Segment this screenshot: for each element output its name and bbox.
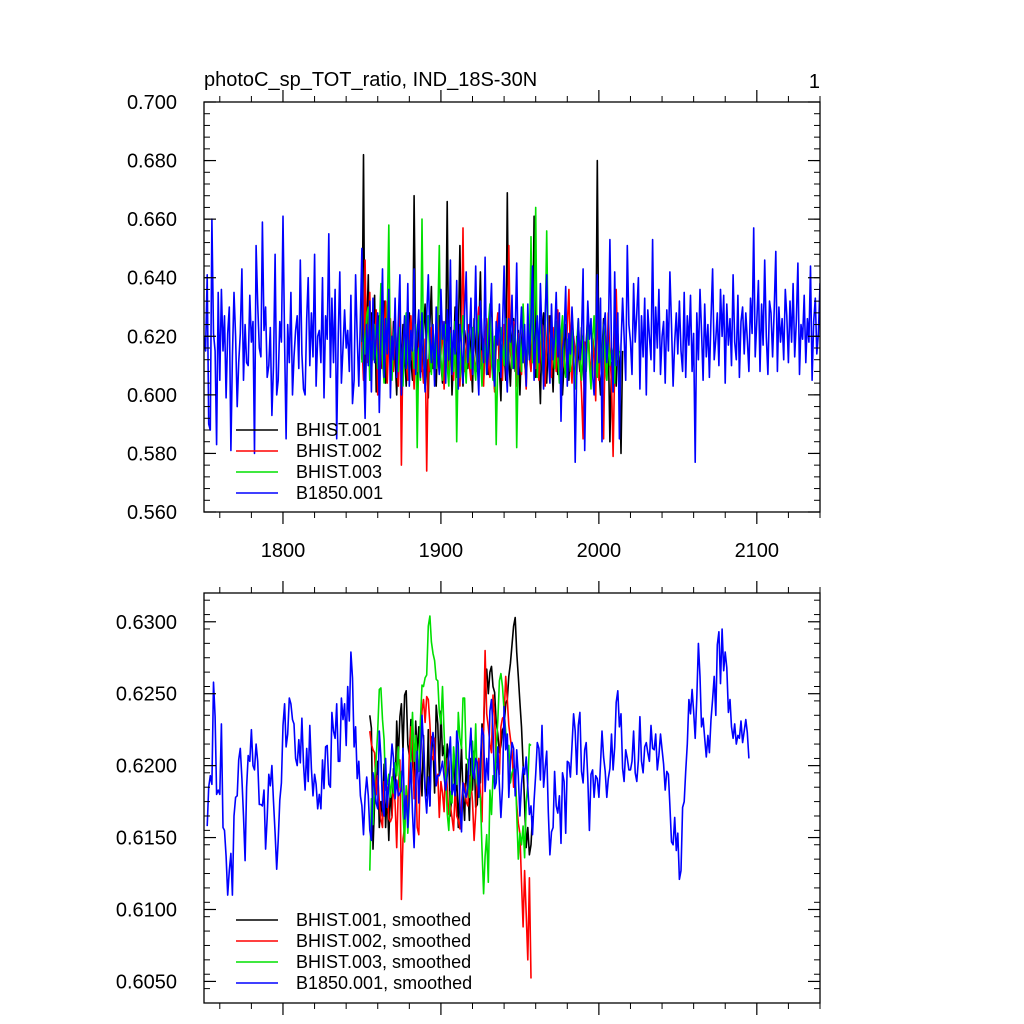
legend-label: BHIST.001, smoothed <box>296 910 471 930</box>
y-tick-label: 0.620 <box>127 326 177 348</box>
legend-label: B1850.001, smoothed <box>296 973 472 993</box>
chart-title: photoC_sp_TOT_ratio, IND_18S-30N <box>204 69 537 91</box>
y-tick-label: 0.6100 <box>116 899 177 921</box>
y-tick-label: 0.6200 <box>116 756 177 778</box>
top-panel: 1800 1900 2000 2100 0.560 0.580 0.600 0.620 0.64… <box>127 90 821 562</box>
y-tick-label: 0.640 <box>127 268 177 290</box>
legend-label: BHIST.002 <box>296 441 382 461</box>
legend-label: BHIST.002, smoothed <box>296 931 471 951</box>
y-tick-label: 0.6150 <box>116 828 177 850</box>
legend-label: BHIST.003, smoothed <box>296 952 471 972</box>
y-tick-label: 0.6250 <box>116 684 177 706</box>
y-tick-label: 0.6050 <box>116 971 177 993</box>
y-tick-label: 0.700 <box>127 92 177 114</box>
y-tick-label: 0.600 <box>127 385 177 407</box>
x-tick-label: 1800 <box>261 540 306 562</box>
y-tick-label: 0.680 <box>127 151 177 173</box>
y-tick-label: 0.660 <box>127 209 177 231</box>
series-line-4 <box>206 628 750 896</box>
series-line-4 <box>204 215 820 463</box>
plot-frame <box>203 592 821 1004</box>
bottom-panel: 0.6050 0.6100 0.6150 0.6200 0.6250 0.6300 BHIS… <box>116 581 821 1015</box>
x-tick-label: 2000 <box>577 540 622 562</box>
y-tick-label: 0.6300 <box>116 612 177 634</box>
y-tick-label: 0.560 <box>127 502 177 524</box>
legend-label: BHIST.001 <box>296 420 382 440</box>
legend-label: B1850.001 <box>296 483 383 503</box>
panel-number: 1 <box>809 71 820 93</box>
y-tick-label: 0.580 <box>127 443 177 465</box>
x-tick-label: 2100 <box>735 540 780 562</box>
x-tick-label: 1900 <box>419 540 464 562</box>
legend-label: BHIST.003 <box>296 462 382 482</box>
plot-frame <box>203 101 821 513</box>
